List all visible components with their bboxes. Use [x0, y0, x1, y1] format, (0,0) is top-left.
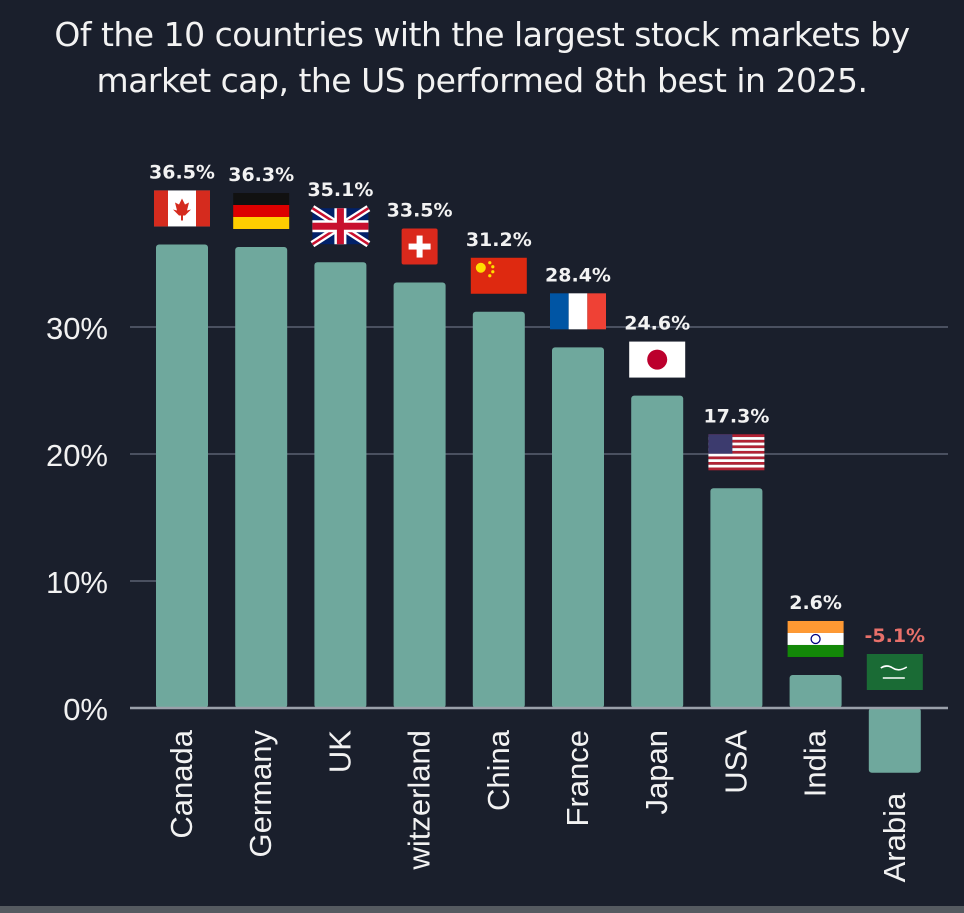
bar-japan	[631, 395, 684, 708]
value-label: 36.3%	[228, 164, 294, 186]
flag-white	[568, 293, 588, 330]
ytick-label: 30%	[46, 311, 108, 346]
india-flag-icon	[787, 620, 844, 657]
flag-green	[787, 644, 844, 657]
ytick-label: 0%	[63, 692, 108, 727]
category-label: UK	[322, 730, 357, 773]
flag-red-right	[196, 190, 210, 227]
flag-stripe-white	[708, 442, 765, 446]
flag-layer	[154, 190, 923, 690]
flag-small-star	[491, 270, 495, 274]
flag-small-star	[488, 261, 492, 265]
value-label: 35.1%	[307, 179, 373, 201]
chart-title: Of the 10 countries with the largest sto…	[0, 12, 964, 104]
category-label: Canada	[164, 729, 199, 838]
flag-white	[787, 632, 844, 645]
flag-saffron	[787, 620, 844, 633]
value-label: 17.3%	[703, 405, 769, 427]
flag-red	[587, 293, 606, 330]
category-label: India	[798, 729, 833, 797]
category-label: France	[560, 730, 595, 826]
usa-flag-icon	[708, 434, 765, 471]
value-label: 33.5%	[387, 200, 453, 222]
bar-france	[552, 347, 604, 708]
japan-flag-icon	[629, 341, 686, 378]
flag-stripe-red	[708, 456, 765, 460]
flag-stripe-red	[708, 439, 765, 443]
maple-leaf	[173, 198, 191, 221]
bar-uk	[314, 262, 367, 708]
flag-sun	[647, 349, 668, 370]
title-line-1: Of the 10 countries with the largest sto…	[54, 15, 910, 54]
flag-red	[233, 204, 290, 217]
ytick-label: 10%	[46, 565, 108, 600]
label-layer: 36.5% 36.3% 35.1% 33.5% 31.2% 28.4% 24.6% 17.3%…	[149, 161, 925, 882]
bar-saudi-arabia	[868, 708, 921, 773]
category-label: USA	[718, 730, 753, 794]
flag-stripe-red	[708, 450, 765, 454]
flag-stripe-red	[708, 434, 765, 438]
bar-canada	[156, 244, 208, 708]
value-label: 28.4%	[545, 264, 611, 286]
flag-green	[866, 654, 923, 690]
flag-stripe-white	[708, 437, 765, 440]
category-label: Arabia	[877, 792, 912, 882]
bar-germany	[235, 246, 288, 709]
flag-big-star	[475, 262, 486, 273]
flag-script	[880, 665, 908, 671]
switzerland-flag-icon	[401, 228, 438, 265]
bar-switzerland	[393, 282, 446, 708]
flag-stripe-white	[708, 448, 765, 451]
title-line-2: market cap, the US performed 8th best in…	[96, 61, 868, 100]
uk-flag-icon	[310, 205, 371, 248]
saudi-arabia-flag-icon	[866, 654, 923, 690]
value-label: 36.5%	[149, 161, 215, 183]
flag-gold	[233, 216, 290, 229]
germany-flag-icon	[233, 192, 290, 229]
bar-layer	[156, 244, 921, 773]
canada-flag-icon	[154, 190, 210, 227]
category-label: Japan	[639, 730, 674, 814]
bar-usa	[710, 488, 763, 708]
value-label: -5.1%	[865, 625, 926, 647]
france-flag-icon	[550, 293, 606, 330]
flag-blue	[550, 293, 569, 330]
flag-small-star	[491, 265, 495, 269]
flag-stripe-white	[708, 453, 765, 457]
axis-layer: 0% 10% 20% 30%	[46, 311, 948, 727]
flag-stripe-red	[708, 467, 765, 471]
category-label: witzerland	[402, 730, 437, 871]
flag-cross-h	[408, 243, 431, 250]
category-label: Germany	[243, 730, 278, 858]
flag-stripe-white	[708, 464, 765, 468]
value-label: 2.6%	[789, 592, 842, 614]
bar-china	[472, 311, 525, 708]
flag-chakra	[810, 633, 821, 645]
value-label: 24.6%	[624, 313, 690, 335]
bottom-strip	[0, 906, 964, 913]
flag-stripe-red	[708, 445, 765, 449]
china-flag-icon	[470, 257, 527, 294]
flag-cross-red-h	[312, 222, 369, 230]
flag-red-left	[154, 190, 168, 227]
flag-stripe-white	[708, 459, 765, 462]
flag-black	[233, 192, 290, 205]
ytick-label: 20%	[46, 438, 108, 473]
value-label: 31.2%	[466, 229, 532, 251]
bar-india	[789, 674, 842, 708]
flag-small-star	[488, 274, 492, 278]
flag-stripe-red	[708, 461, 765, 465]
flag-canton	[708, 434, 733, 454]
category-label: China	[481, 729, 516, 811]
